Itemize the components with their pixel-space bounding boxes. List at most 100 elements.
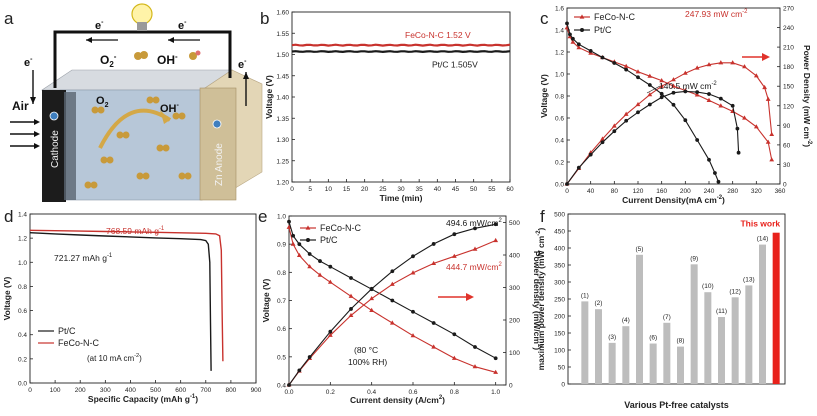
data-point-feconc-power (742, 64, 747, 69)
panel-label-b: b (260, 9, 269, 28)
data-point-feconc-power (451, 253, 457, 258)
legend-marker (580, 28, 584, 32)
data-point-feconc-polarization (742, 115, 747, 120)
cathode-catalyst-layer (64, 92, 76, 200)
data-point-ptc-polarization (473, 345, 477, 349)
data-point-ptc-polarization (571, 36, 575, 41)
data-point-ptc-polarization (600, 55, 605, 60)
panel-label-f: f (540, 207, 545, 226)
annotation-temperature: (80 °C (354, 345, 378, 355)
annotation-capacity-ptc: 721.27 mAh g-1 (54, 253, 113, 263)
y-tick-label: 0.4 (18, 332, 27, 339)
x-axis-label: Current density (A/cm2) (350, 395, 445, 405)
y2-tick-label: 30 (783, 162, 791, 169)
y-tick-label: 1.45 (276, 73, 289, 80)
data-point-feconc-power (753, 73, 759, 78)
annotation-humidity: 100% RH) (348, 357, 387, 367)
data-point-ptc-polarization (612, 61, 617, 65)
data-point-ptc-power (695, 90, 700, 94)
data-point-ptc-polarization (328, 264, 333, 269)
annotation-peak-ptc: 140.5 mW cm-2 (659, 81, 717, 91)
data-point-ptc-polarization (707, 157, 711, 162)
legend-label: Pt/C (320, 235, 338, 245)
y2-tick-label: 0 (509, 383, 513, 390)
data-point-ptc-power (730, 103, 735, 108)
data-point-ptc-power (735, 126, 740, 131)
oh-label: OH- (157, 52, 178, 67)
y-tick-label: 0.9 (277, 242, 286, 249)
data-point-ptc-power (431, 242, 436, 246)
legend-marker (305, 225, 311, 230)
x-tick-label: 40 (587, 188, 595, 195)
y-tick-label: 1.0 (555, 72, 564, 79)
bar-label-ref-14: (14) (757, 236, 769, 243)
y-tick-label: 350 (554, 263, 565, 270)
bar-ref-10 (704, 292, 712, 384)
y2-tick-label: 400 (509, 253, 520, 260)
data-point-ptc-polarization (411, 309, 415, 314)
data-point-ptc-polarization (390, 298, 395, 303)
y-tick-label: 0.0 (18, 381, 27, 388)
y-tick-label: 1.0 (18, 260, 27, 267)
x-tick-label: 200 (680, 188, 691, 195)
data-point-ptc-power (659, 95, 664, 100)
annotation-peak-fecon: 247.93 mW cm-2 (685, 9, 747, 19)
y-tick-label: 500 (554, 212, 565, 219)
data-point-ptc-polarization (307, 252, 312, 256)
bar-label-ref-9: (9) (690, 255, 698, 262)
x-tick-label: 0.4 (367, 389, 376, 396)
series-line-feconc (291, 43, 511, 47)
x-tick-label: 240 (704, 188, 715, 195)
data-point-feconc-polarization (706, 97, 712, 102)
bar-label-ref-8: (8) (677, 338, 685, 345)
data-point-ptc-polarization (636, 75, 640, 80)
data-point-feconc-polarization (659, 78, 665, 83)
data-point-feconc-polarization (431, 344, 437, 349)
y-tick-label: 0.4 (555, 138, 564, 145)
data-point-ptc-power (307, 355, 312, 359)
y-tick-label: 1.25 (276, 158, 289, 165)
data-point-feconc-polarization (317, 272, 323, 277)
y-tick-label: 0.2 (555, 160, 564, 167)
data-point-feconc-polarization (327, 279, 333, 284)
panel-label-d: d (4, 207, 13, 226)
bar-ref-3 (608, 342, 616, 384)
data-point-feconc-power (762, 84, 768, 90)
x-tick-label: 15 (343, 186, 351, 193)
data-point-feconc-power (769, 131, 775, 137)
x-tick-label: 50 (470, 186, 478, 193)
y-tick-label: 0.6 (277, 326, 286, 333)
data-point-feconc-power (706, 62, 712, 67)
data-point-feconc-power (410, 270, 416, 275)
data-point-ptc-polarization (695, 138, 700, 142)
data-point-feconc-polarization (570, 39, 576, 44)
data-point-ptc-power (612, 129, 617, 134)
data-point-ptc-power (683, 89, 688, 94)
data-point-ptc-polarization (291, 233, 296, 238)
y2-tick-label: 270 (783, 6, 794, 13)
data-point-feconc-power (600, 136, 605, 141)
cathode-plate (42, 90, 66, 202)
data-point-feconc-polarization (769, 157, 775, 162)
data-point-feconc-polarization (623, 63, 629, 68)
panel-b-chart: 0 5 10 15 20 25 30 35 40 45 50 55 60 1.20 1.25 1.30 1.35… (264, 10, 514, 204)
data-point-ptc-polarization (683, 118, 688, 123)
data-point-feconc-power (659, 83, 665, 88)
electron-flow-arrow-icon (30, 37, 249, 106)
y-tick-label: 1.0 (277, 214, 286, 221)
bar-ref-9 (690, 264, 698, 384)
x-axis-label: Current Density(mA cm-2) (622, 195, 725, 205)
y-tick-label: 1.2 (555, 50, 564, 57)
y-tick-label: 1.60 (276, 10, 289, 17)
y2-tick-label: 180 (783, 64, 794, 71)
data-point-feconc-polarization (286, 224, 292, 229)
x-tick-label: 40 (434, 186, 442, 193)
data-point-feconc-power (730, 60, 736, 65)
x-tick-label: 800 (225, 387, 236, 394)
x-tick-label: 55 (488, 186, 496, 193)
x-axis-label: Specific Capacity (mAh g-1) (88, 394, 198, 404)
y-axis-label: Voltage (V) (261, 278, 271, 322)
bar-ref-11 (718, 317, 725, 384)
series-line-ptc (291, 50, 511, 54)
data-point-ptc-polarization (588, 49, 593, 53)
